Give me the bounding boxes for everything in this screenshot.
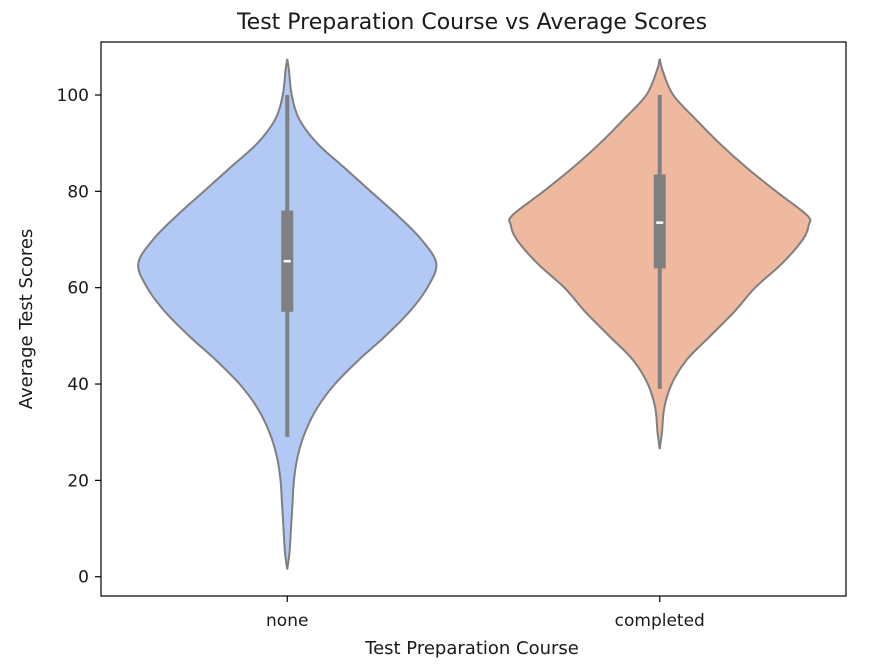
x-tick-label: none [266,611,308,631]
x-tick-label: completed [615,611,705,631]
y-tick-label: 80 [67,182,89,202]
y-tick-label: 60 [67,279,89,299]
y-tick-label: 0 [78,568,89,588]
chart-title: Test Preparation Course vs Average Score… [236,10,707,35]
y-tick-label: 40 [67,375,89,395]
y-tick-label: 100 [57,86,89,106]
plot-frame [100,41,847,597]
y-axis-label: Average Test Scores [16,229,37,410]
y-tick-label: 20 [67,471,89,491]
x-axis-label: Test Preparation Course [364,638,579,659]
